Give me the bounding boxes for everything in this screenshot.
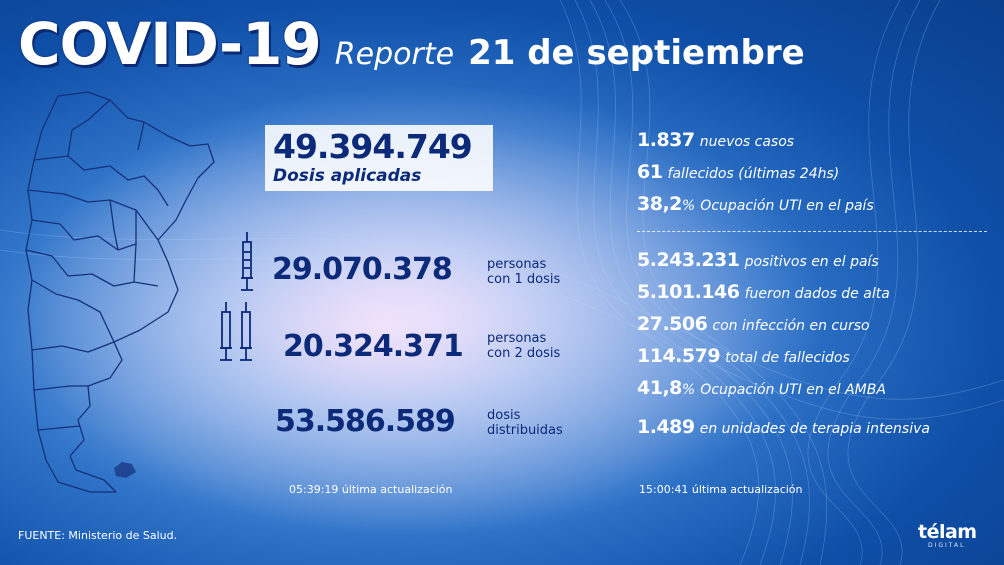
stat-icu-patients: 1.489 en unidades de terapia intensiva xyxy=(637,416,930,438)
vaccine-update-time: 05:39:19 xyxy=(289,483,339,496)
report-title: COVID-19 Reporte 21 de septiembre xyxy=(18,10,805,78)
stat-text: fallecidos (últimas 24hs) xyxy=(667,166,840,182)
title-date: 21 de septiembre xyxy=(468,33,805,73)
stat-value: 61 xyxy=(637,161,663,183)
title-report: Reporte xyxy=(334,37,455,72)
stats-update-time: 15:00:41 xyxy=(639,483,689,496)
stat-value: 114.579 xyxy=(637,345,721,367)
stat-value: 5.101.146 xyxy=(637,281,740,303)
stat-recovered: 5.101.146 fueron dados de alta xyxy=(637,281,890,303)
distributed-label-line1: dosis xyxy=(487,408,521,423)
stat-text: con infección en curso xyxy=(712,318,870,334)
second-dose-label: personas con 2 dosis xyxy=(487,331,560,361)
stat-positives: 5.243.231 positivos en el país xyxy=(637,249,879,271)
stats-divider xyxy=(637,231,987,232)
second-dose-value: 20.324.371 xyxy=(283,329,464,364)
stat-icu-country: 38,2% Ocupación UTI en el país xyxy=(637,193,874,215)
second-dose-label-line2: con 2 dosis xyxy=(487,346,561,361)
stat-text: positivos en el país xyxy=(744,254,879,270)
stat-text: fueron dados de alta xyxy=(744,286,890,302)
stat-unit: % xyxy=(681,382,696,398)
stat-value: 1.837 xyxy=(637,129,695,151)
stats-update: 15:00:41 última actualización xyxy=(639,483,803,496)
stat-icu-amba: 41,8% Ocupación UTI en el AMBA xyxy=(637,377,886,399)
stat-text: en unidades de terapia intensiva xyxy=(699,421,930,437)
vaccine-update-label: última actualización xyxy=(341,483,453,496)
stat-unit: % xyxy=(681,198,696,214)
stat-total-deaths: 114.579 total de fallecidos xyxy=(637,345,850,367)
first-dose-label-line1: personas xyxy=(487,257,547,272)
stat-value: 27.506 xyxy=(637,313,708,335)
distributed-label: dosis distribuidas xyxy=(487,408,563,438)
source-note: FUENTE: Ministerio de Salud. xyxy=(18,529,178,542)
stat-text: Ocupación UTI en el AMBA xyxy=(700,382,886,398)
applied-doses-label: Dosis aplicadas xyxy=(273,166,422,186)
stats-update-label: última actualización xyxy=(691,483,803,496)
stat-value: 5.243.231 xyxy=(637,249,740,271)
stat-value: 1.489 xyxy=(637,416,695,438)
title-covid: COVID-19 xyxy=(18,10,322,78)
logo-text: télam xyxy=(918,521,977,543)
vaccine-update: 05:39:19 última actualización xyxy=(289,483,453,496)
distributed-label-line2: distribuidas xyxy=(487,423,563,438)
stat-text: Ocupación UTI en el país xyxy=(700,198,874,214)
first-dose-value: 29.070.378 xyxy=(272,252,453,287)
telam-logo: télam DIGITAL xyxy=(918,521,977,549)
argentina-map-icon xyxy=(25,91,215,493)
applied-doses-card: 49.394.749 Dosis aplicadas xyxy=(265,125,493,191)
logo-subtext: DIGITAL xyxy=(928,542,966,549)
stat-text: total de fallecidos xyxy=(725,350,850,366)
stat-deaths-24h: 61 fallecidos (últimas 24hs) xyxy=(637,161,839,183)
distributed-value: 53.586.589 xyxy=(275,404,456,439)
stat-text: nuevos casos xyxy=(699,134,795,150)
syringe-icon xyxy=(241,232,253,291)
stat-new-cases: 1.837 nuevos casos xyxy=(637,129,794,151)
first-dose-label: personas con 1 dosis xyxy=(487,257,560,287)
stat-value: 41,8 xyxy=(637,377,682,399)
stat-active: 27.506 con infección en curso xyxy=(637,313,870,335)
second-dose-label-line1: personas xyxy=(487,331,547,346)
applied-doses-value: 49.394.749 xyxy=(273,127,473,166)
first-dose-label-line2: con 1 dosis xyxy=(487,272,561,287)
double-syringe-icon xyxy=(220,302,252,361)
stat-value: 38,2 xyxy=(637,193,682,215)
